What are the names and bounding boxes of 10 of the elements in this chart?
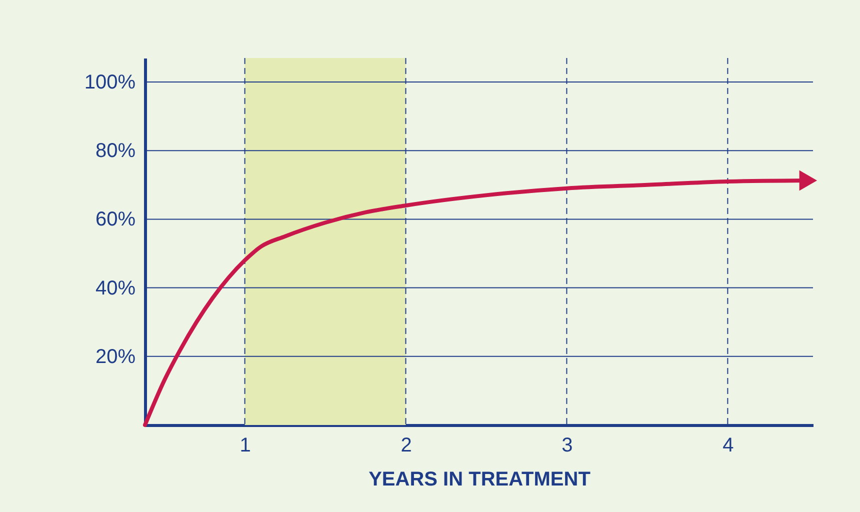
y-tick-label: 20% [95, 346, 136, 368]
x-tick-label: 4 [722, 434, 734, 456]
x-axis-title: YEARS IN TREATMENT [368, 468, 590, 490]
y-tick-label: 80% [95, 140, 136, 162]
x-tick-label: 2 [400, 434, 412, 456]
y-tick-label: 40% [95, 277, 136, 300]
x-tick-label: 3 [562, 434, 573, 456]
x-tick-label: 1 [240, 434, 251, 456]
y-tick-label: 100% [84, 72, 136, 94]
y-tick-label: 60% [95, 208, 136, 231]
